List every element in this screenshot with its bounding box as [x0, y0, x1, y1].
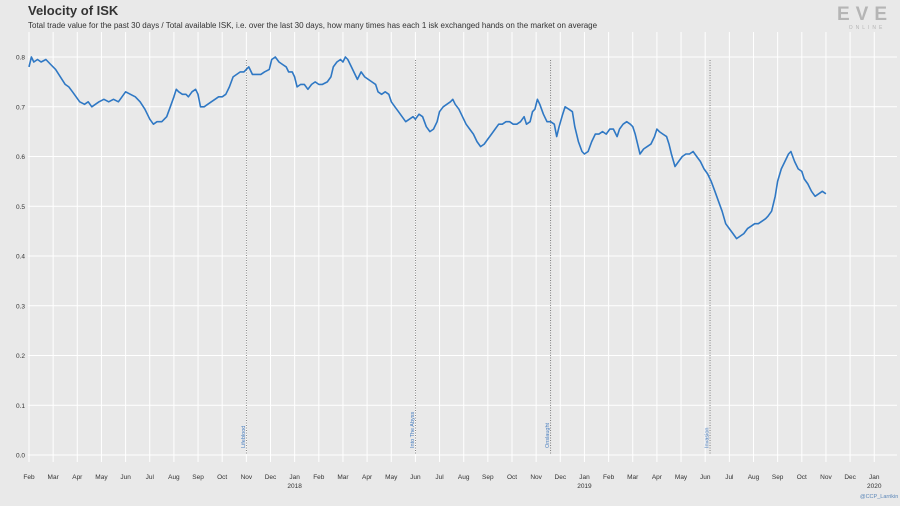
event-label: Lifeblood: [241, 426, 247, 448]
logo-text: EVE: [837, 4, 893, 25]
x-tick-label: Jul: [146, 474, 155, 481]
x-tick-label: Aug: [748, 474, 760, 481]
x-tick-label: Oct: [507, 474, 517, 481]
x-tick-label: Nov: [530, 474, 542, 481]
x-tick-label: May: [675, 474, 688, 481]
x-tick-label: Apr: [652, 474, 663, 481]
y-axis-ticks: 0.0 0.1 0.2 0.3 0.4 0.5 0.6 0.7 0.8: [16, 55, 25, 460]
y-tick-label: 0.6: [16, 154, 25, 161]
x-tick-label: Jan: [289, 474, 300, 481]
x-tick-label: Sep: [192, 474, 204, 481]
chart-title: Velocity of ISK: [28, 3, 119, 18]
x-tick-label: Jan: [869, 474, 880, 481]
x-tick-label: May: [385, 474, 398, 481]
x-year-label: 2020: [867, 483, 882, 490]
y-tick-label: 0.8: [16, 55, 25, 62]
vertical-gridlines: [28, 32, 875, 462]
x-year-label: 2019: [577, 483, 592, 490]
logo-subtext: ONLINE: [849, 25, 886, 31]
x-tick-label: Apr: [362, 474, 373, 481]
x-tick-label: Jun: [120, 474, 131, 481]
x-tick-label: Apr: [72, 474, 83, 481]
y-tick-label: 0.4: [16, 254, 25, 261]
chart-subtitle: Total trade value for the past 30 days /…: [28, 21, 598, 30]
x-tick-label: Dec: [265, 474, 277, 481]
x-tick-label: Sep: [772, 474, 784, 481]
event-label: Invasion: [705, 428, 711, 449]
release-markers: Lifeblood Into The Abyss Onslaught Invasion: [241, 60, 711, 455]
x-tick-label: Feb: [313, 474, 325, 481]
x-tick-label: Aug: [458, 474, 470, 481]
x-axis-ticks: Feb Mar Apr May Jun Jul Aug Sep Oct Nov Dec Jan 2018…: [23, 474, 881, 490]
x-tick-label: Oct: [797, 474, 807, 481]
x-tick-label: Jun: [410, 474, 421, 481]
author-credit: @CCP_Larrikin: [860, 494, 899, 500]
y-tick-label: 0.5: [16, 204, 25, 211]
series-line-0: [28, 56, 827, 240]
x-tick-label: Nov: [241, 474, 253, 481]
y-tick-label: 0.0: [16, 453, 25, 460]
x-tick-label: May: [95, 474, 108, 481]
x-tick-label: Nov: [820, 474, 832, 481]
y-tick-label: 0.2: [16, 353, 25, 360]
x-tick-label: Jan: [579, 474, 590, 481]
event-label: Onslaught: [545, 422, 551, 448]
horizontal-gridlines: [28, 56, 897, 456]
x-tick-label: Dec: [844, 474, 856, 481]
x-tick-label: Mar: [627, 474, 639, 481]
x-tick-label: Jun: [700, 474, 711, 481]
event-label: Into The Abyss: [410, 411, 416, 448]
x-tick-label: Feb: [603, 474, 615, 481]
x-tick-label: Sep: [482, 474, 494, 481]
x-tick-label: Jul: [725, 474, 734, 481]
y-tick-label: 0.1: [16, 403, 25, 410]
series-layer: [28, 56, 827, 240]
eve-online-logo: EVE ONLINE: [837, 4, 893, 31]
y-tick-label: 0.7: [16, 104, 25, 111]
x-tick-label: Aug: [168, 474, 180, 481]
x-tick-label: Oct: [217, 474, 227, 481]
x-tick-label: Feb: [23, 474, 35, 481]
x-tick-label: Mar: [48, 474, 60, 481]
y-tick-label: 0.3: [16, 303, 25, 310]
x-year-label: 2018: [287, 483, 302, 490]
x-tick-label: Jul: [435, 474, 444, 481]
x-tick-label: Mar: [337, 474, 349, 481]
x-tick-label: Dec: [555, 474, 567, 481]
